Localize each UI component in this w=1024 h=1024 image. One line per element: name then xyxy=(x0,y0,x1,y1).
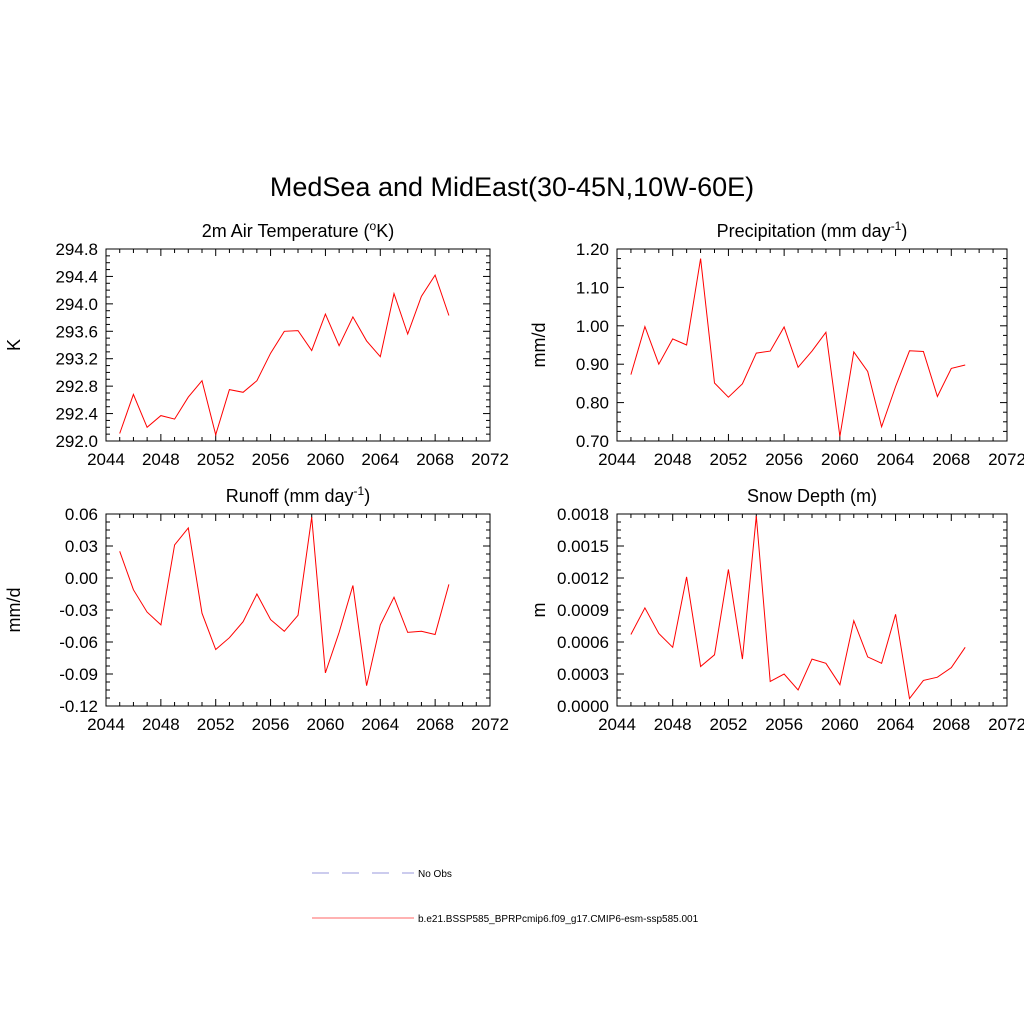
x-tick-label: 2060 xyxy=(307,715,345,734)
y-axis-label: K xyxy=(4,339,24,351)
y-tick-label: 0.0000 xyxy=(557,697,609,716)
x-tick-label: 2068 xyxy=(416,715,454,734)
plot-frame xyxy=(616,513,1008,707)
y-tick-label: 293.6 xyxy=(55,322,98,341)
x-tick-label: 2072 xyxy=(988,715,1024,734)
x-tick-label: 2068 xyxy=(932,715,970,734)
y-tick-label: 0.90 xyxy=(576,355,609,374)
y-tick-label: 0.0012 xyxy=(557,569,609,588)
y-tick-label: 0.0018 xyxy=(557,505,609,524)
y-tick-label: -0.03 xyxy=(59,601,98,620)
y-tick-label: 0.0015 xyxy=(557,537,609,556)
y-tick-label: 292.8 xyxy=(55,377,98,396)
series-line xyxy=(119,273,450,437)
x-tick-label: 2056 xyxy=(765,715,803,734)
legend-label: b.e21.BSSP585_BPRPcmip6.f09_g17.CMIP6-es… xyxy=(418,914,699,925)
panel-3: 2044 2048 2052 2056 2060 2064 2068 2072 -0.12 -0.… xyxy=(4,484,509,734)
y-tick-label: 0.0009 xyxy=(557,601,609,620)
y-tick-label: -0.06 xyxy=(59,633,98,652)
panel-4: 2044 2048 2052 2056 2060 2064 2068 2072 0.0000 0.… xyxy=(529,486,1024,734)
y-tick-label: -0.12 xyxy=(59,697,98,716)
x-tick-label: 2064 xyxy=(361,715,399,734)
y-tick-label: 0.00 xyxy=(65,569,98,588)
panel-title-end: ) xyxy=(364,486,370,506)
x-tick-label: 2044 xyxy=(87,715,125,734)
series-line xyxy=(630,258,966,437)
x-tick-label: 2060 xyxy=(821,450,859,469)
x-tick-label: 2052 xyxy=(197,715,235,734)
x-tick-label: 2056 xyxy=(252,715,290,734)
y-tick-label: 292.0 xyxy=(55,432,98,451)
x-tick-label: 2072 xyxy=(471,715,509,734)
panel-title-text: Precipitation (mm day xyxy=(717,221,891,241)
x-tick-label: 2064 xyxy=(877,715,915,734)
panel-title-text: 2m Air Temperature ( xyxy=(202,221,370,241)
panel-title: Snow Depth (m) xyxy=(747,486,877,506)
x-tick-label: 2056 xyxy=(252,450,290,469)
x-tick-label: 2052 xyxy=(710,715,748,734)
panel-title: Precipitation (mm day-1) xyxy=(717,219,908,241)
y-tick-label: 294.4 xyxy=(55,267,98,286)
x-tick-label: 2048 xyxy=(142,450,180,469)
y-tick-label: 294.0 xyxy=(55,295,98,314)
x-tick-label: 2048 xyxy=(142,715,180,734)
panel-title-superscript: -1 xyxy=(354,484,365,498)
y-tick-label: 0.03 xyxy=(65,537,98,556)
y-tick-label: 0.80 xyxy=(576,394,609,413)
panel-title: 2m Air Temperature (oK) xyxy=(202,219,394,241)
panel-title-text: Runoff (mm day xyxy=(226,486,354,506)
panel-2: 2044 2048 2052 2056 2060 2064 2068 2072 0.70 0.80… xyxy=(529,219,1024,469)
x-tick-label: 2044 xyxy=(598,715,636,734)
y-tick-label: 294.8 xyxy=(55,240,98,259)
x-tick-label: 2068 xyxy=(416,450,454,469)
plot-frame xyxy=(616,248,1008,442)
y-tick-label: 0.70 xyxy=(576,432,609,451)
x-tick-label: 2060 xyxy=(307,450,345,469)
y-axis-label: mm/d xyxy=(529,323,549,368)
x-tick-label: 2060 xyxy=(821,715,859,734)
x-tick-label: 2048 xyxy=(654,450,692,469)
y-tick-label: 0.0003 xyxy=(557,665,609,684)
legend: No Obs b.e21.BSSP585_BPRPcmip6.f09_g17.CM… xyxy=(312,869,699,925)
legend-label: No Obs xyxy=(418,869,452,880)
panel-title-end: K) xyxy=(376,221,394,241)
figure-title: MedSea and MidEast(30-45N,10W-60E) xyxy=(270,172,754,202)
panel-title-end: ) xyxy=(901,221,907,241)
x-tick-label: 2056 xyxy=(765,450,803,469)
x-tick-label: 2068 xyxy=(932,450,970,469)
x-tick-label: 2072 xyxy=(988,450,1024,469)
series-line xyxy=(119,517,450,686)
y-tick-label: -0.09 xyxy=(59,665,98,684)
panel-title-superscript: o xyxy=(370,219,377,233)
y-tick-label: 293.2 xyxy=(55,350,98,369)
y-tick-label: 1.20 xyxy=(576,240,609,259)
y-axis-label: mm/d xyxy=(4,588,24,633)
x-tick-label: 2064 xyxy=(361,450,399,469)
plot-frame xyxy=(105,248,491,442)
panel-1: 2044 2048 2052 2056 2060 2064 2068 2072 292.0 292… xyxy=(4,219,509,469)
x-tick-label: 2048 xyxy=(654,715,692,734)
panel-title-superscript: -1 xyxy=(891,219,902,233)
x-tick-label: 2044 xyxy=(87,450,125,469)
x-tick-label: 2064 xyxy=(877,450,915,469)
y-tick-label: 0.06 xyxy=(65,505,98,524)
panel-title: Runoff (mm day-1) xyxy=(226,484,370,506)
y-tick-label: 1.10 xyxy=(576,278,609,297)
x-tick-label: 2052 xyxy=(197,450,235,469)
series-line xyxy=(630,516,966,700)
x-tick-label: 2044 xyxy=(598,450,636,469)
y-tick-label: 1.00 xyxy=(576,317,609,336)
panel-title-text: Snow Depth (m) xyxy=(747,486,877,506)
panels-group: 2044 2048 2052 2056 2060 2064 2068 2072 292.0 292… xyxy=(4,219,1024,734)
y-tick-label: 292.4 xyxy=(55,405,98,424)
y-tick-label: 0.0006 xyxy=(557,633,609,652)
x-tick-label: 2052 xyxy=(710,450,748,469)
y-axis-label: m xyxy=(529,603,549,618)
x-tick-label: 2072 xyxy=(471,450,509,469)
